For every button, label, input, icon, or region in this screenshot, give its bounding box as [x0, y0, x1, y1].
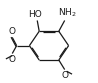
Text: O: O	[9, 55, 16, 64]
Text: O: O	[62, 71, 69, 80]
Text: O: O	[8, 27, 15, 36]
Text: HO: HO	[28, 10, 42, 19]
Text: NH$_2$: NH$_2$	[58, 7, 76, 19]
